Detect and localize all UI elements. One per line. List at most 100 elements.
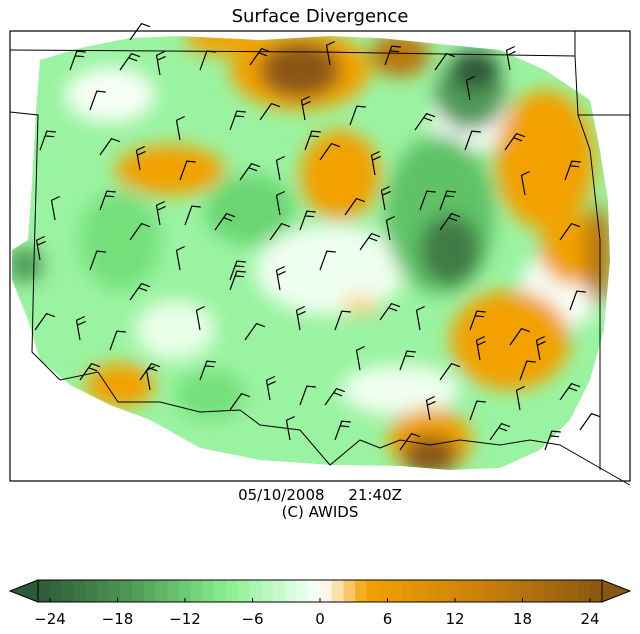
wind-barb	[399, 432, 421, 451]
wind-barb	[469, 400, 486, 421]
wind-barb	[145, 365, 155, 391]
colorbar-cell	[249, 580, 262, 602]
wind-barb	[319, 250, 336, 271]
colorbar-tick-label: −6	[241, 610, 263, 628]
wind-barb	[399, 350, 416, 371]
wind-barb	[75, 315, 86, 341]
wind-barb	[299, 385, 316, 406]
credit-text: (C) AWIDS	[281, 503, 359, 521]
colorbar-cell	[508, 580, 521, 602]
colorbar-cell	[49, 580, 63, 602]
colorbar-cell	[519, 580, 533, 602]
wind-barb	[439, 190, 456, 211]
wind-barb	[39, 130, 56, 151]
colorbar-cell	[331, 580, 345, 602]
colorbar-cell	[261, 580, 274, 602]
colorbar-cell	[226, 580, 239, 602]
colorbar-cell	[414, 580, 427, 602]
wind-barb	[355, 345, 365, 371]
colorbar-cell	[531, 580, 544, 602]
wind-barb	[564, 160, 581, 181]
wind-barb	[415, 305, 425, 331]
wind-barb	[269, 222, 291, 241]
plot-frame	[9, 30, 631, 482]
wind-barb	[419, 190, 436, 211]
wind-barb	[259, 102, 281, 121]
wind-barb	[50, 195, 60, 221]
wind-barb	[199, 360, 216, 381]
wind-barb	[325, 40, 335, 66]
time-text: 21:40Z	[348, 486, 402, 504]
colorbar-cell	[543, 580, 556, 602]
wind-barb	[129, 282, 151, 301]
wind-barbs	[34, 22, 601, 451]
colorbar-tick-label: −18	[102, 610, 134, 628]
wind-barb	[69, 50, 86, 71]
wind-barb	[199, 50, 216, 71]
colorbar-tick-label: 18	[513, 610, 532, 628]
colorbar-cell	[132, 580, 145, 602]
wind-barb	[285, 415, 295, 441]
colorbar-cell	[143, 580, 157, 602]
wind-barb	[89, 250, 106, 271]
colorbar-tick-label: 24	[580, 610, 599, 628]
wind-barb	[135, 145, 146, 171]
colorbar-cell	[308, 580, 321, 602]
wind-barb	[239, 162, 261, 181]
wind-barb	[155, 50, 166, 76]
wind-barb	[300, 95, 311, 121]
wind-barb	[464, 130, 481, 151]
wind-barb	[324, 387, 346, 406]
colorbar-cell	[496, 580, 509, 602]
colorbar-cell	[378, 580, 392, 602]
colorbar-cell	[296, 580, 309, 602]
wind-barb	[434, 52, 456, 71]
colorbar-tick-label: 0	[315, 610, 325, 628]
wind-barb	[175, 245, 185, 271]
wind-barb	[385, 215, 395, 241]
wind-barb	[475, 335, 486, 361]
colorbar-cell	[38, 580, 51, 602]
wind-barb	[229, 110, 246, 131]
wind-barb	[380, 185, 391, 211]
wind-barb	[129, 222, 151, 241]
colorbar-cell	[555, 580, 568, 602]
wind-barb	[344, 197, 366, 216]
wind-barb	[509, 327, 531, 346]
colorbar-cell	[367, 580, 380, 602]
wind-barb	[229, 270, 246, 291]
wind-barb	[265, 375, 276, 401]
wind-barb	[275, 265, 286, 291]
colorbar: −24 −18 −12 −6 0 6 12 18 24	[8, 579, 632, 628]
colorbar-cell	[472, 580, 486, 602]
colorbar-cell	[214, 580, 227, 602]
wind-barb	[519, 360, 536, 381]
wind-barb	[99, 137, 121, 156]
wind-barb	[129, 22, 151, 41]
wind-barb	[505, 45, 516, 71]
colorbar-cell	[202, 580, 215, 602]
wind-barb	[439, 212, 461, 231]
colorbar-cell	[73, 580, 86, 602]
wind-barb	[99, 190, 116, 211]
colorbar-cell	[179, 580, 192, 602]
wind-barb	[249, 47, 271, 66]
wind-barb	[299, 210, 316, 231]
wind-barb	[349, 105, 366, 126]
colorbar-cell	[449, 580, 462, 602]
colorbar-tick-label: −24	[34, 610, 66, 628]
colorbar-cell	[461, 580, 474, 602]
colorbar-cell	[85, 580, 98, 602]
colorbar-ticks: −24 −18 −12 −6 0 6 12 18 24	[34, 598, 600, 628]
wind-barb	[34, 312, 56, 331]
wind-barb	[275, 190, 285, 216]
colorbar-cell	[437, 580, 450, 602]
wind-barb	[465, 75, 475, 101]
colorbar-cell	[578, 580, 591, 602]
colorbar-tick-label: −12	[169, 610, 201, 628]
colorbar-cell	[167, 580, 180, 602]
colorbar-cell	[108, 580, 121, 602]
colorbar-cell	[96, 580, 110, 602]
colorbar-cell	[355, 580, 368, 602]
colorbar-cell	[590, 580, 603, 602]
